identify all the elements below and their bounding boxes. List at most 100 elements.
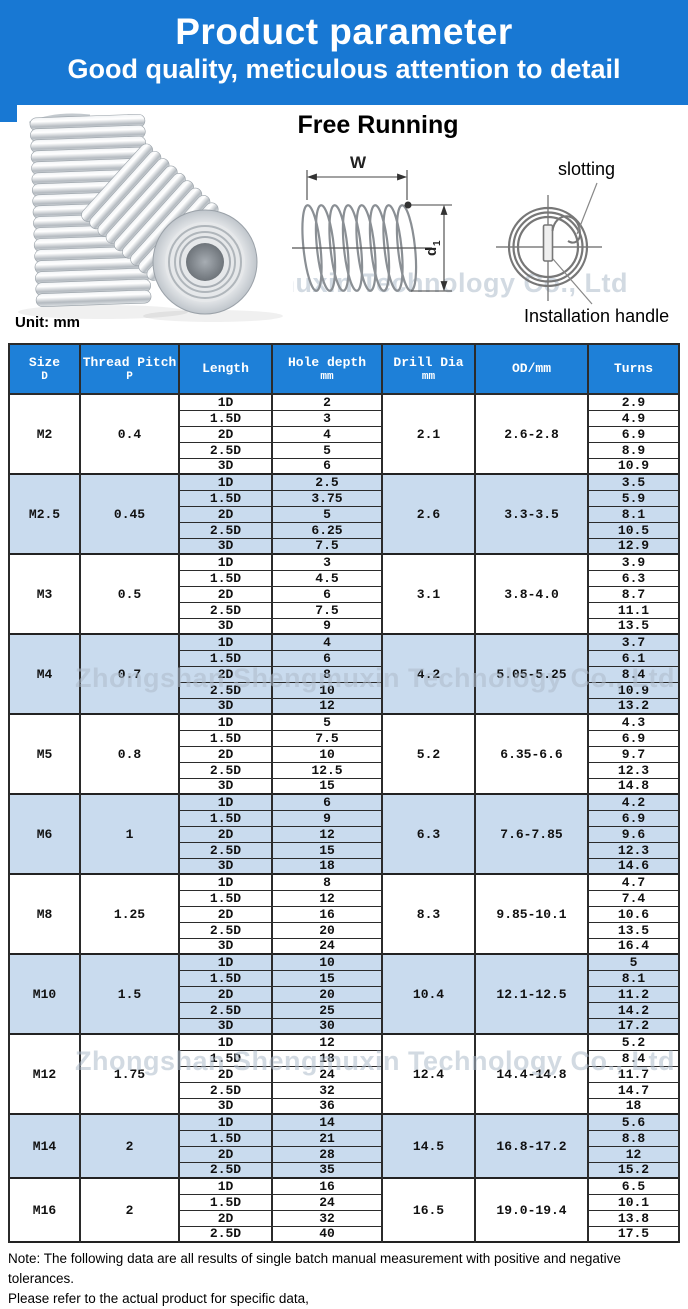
turns-cell: 4.7 bbox=[587, 873, 680, 891]
turns-cell: 6.5 bbox=[587, 1177, 680, 1195]
length-cell: 3D bbox=[178, 1097, 273, 1115]
length-cell: 2.5D bbox=[178, 1161, 273, 1179]
length-cell: 2D bbox=[178, 1145, 273, 1163]
product-photo bbox=[8, 110, 293, 322]
length-cell: 2D bbox=[178, 1065, 273, 1083]
dim-d-subscript: 1 bbox=[432, 240, 443, 246]
hole-depth-cell: 7.5 bbox=[271, 537, 383, 555]
length-cell: 1.5D bbox=[178, 489, 273, 507]
turns-cell: 10.9 bbox=[587, 681, 680, 699]
length-cell: 3D bbox=[178, 457, 273, 475]
turns-cell: 8.1 bbox=[587, 505, 680, 523]
length-cell: 1.5D bbox=[178, 1193, 273, 1211]
col-header-size: Size D bbox=[8, 343, 81, 395]
table-row: 2.5D 5 8.9 bbox=[9, 441, 680, 459]
turns-cell: 16.4 bbox=[587, 937, 680, 955]
turns-cell: 14.8 bbox=[587, 777, 680, 795]
table-row: 2.5D 6.25 10.5 bbox=[9, 521, 680, 539]
hole-depth-cell: 18 bbox=[271, 857, 383, 875]
hole-depth-cell: 5 bbox=[271, 441, 383, 459]
col-header-sub: mm bbox=[320, 371, 334, 383]
drill-dia-cell: 16.5 bbox=[381, 1177, 476, 1243]
length-cell: 2.5D bbox=[178, 521, 273, 539]
hole-depth-cell: 40 bbox=[271, 1225, 383, 1243]
length-cell: 1.5D bbox=[178, 1049, 273, 1067]
length-cell: 1.5D bbox=[178, 729, 273, 747]
pitch-cell: 0.4 bbox=[79, 393, 180, 475]
turns-cell: 17.2 bbox=[587, 1017, 680, 1035]
turns-cell: 4.3 bbox=[587, 713, 680, 731]
hole-depth-cell: 4.5 bbox=[271, 569, 383, 587]
length-cell: 2D bbox=[178, 585, 273, 603]
note-line-1: Note: The following data are all results… bbox=[8, 1251, 621, 1286]
pitch-cell: 1.75 bbox=[79, 1033, 180, 1115]
hole-depth-cell: 20 bbox=[271, 985, 383, 1003]
length-cell: 2D bbox=[178, 425, 273, 443]
length-cell: 1D bbox=[178, 793, 273, 811]
turns-cell: 12.3 bbox=[587, 761, 680, 779]
length-cell: 2D bbox=[178, 1209, 273, 1227]
hole-depth-cell: 20 bbox=[271, 921, 383, 939]
table-row: M5 0.8 1D 5 5.2 6.35-6.6 4.3 bbox=[8, 713, 680, 795]
length-cell: 2.5D bbox=[178, 921, 273, 939]
hole-depth-cell: 24 bbox=[271, 937, 383, 955]
col-header-sub: P bbox=[126, 371, 133, 383]
page-title: Product parameter bbox=[175, 11, 513, 52]
hole-depth-cell: 32 bbox=[271, 1081, 383, 1099]
hole-depth-cell: 12 bbox=[271, 697, 383, 715]
table-row: 2D 6 8.7 bbox=[9, 585, 680, 603]
length-cell: 3D bbox=[178, 537, 273, 555]
table-row: 1.5D 12 7.4 bbox=[9, 889, 680, 907]
length-cell: 2D bbox=[178, 985, 273, 1003]
length-cell: 2.5D bbox=[178, 681, 273, 699]
length-cell: 3D bbox=[178, 937, 273, 955]
table-row: 1.5D 4.5 6.3 bbox=[9, 569, 680, 587]
table-row: 2.5D 25 14.2 bbox=[9, 1001, 680, 1019]
hole-depth-cell: 12 bbox=[271, 1033, 383, 1051]
hole-depth-cell: 25 bbox=[271, 1001, 383, 1019]
turns-cell: 8.9 bbox=[587, 441, 680, 459]
size-cell: M2 bbox=[8, 393, 81, 475]
length-cell: 2.5D bbox=[178, 441, 273, 459]
drill-dia-cell: 12.4 bbox=[381, 1033, 476, 1115]
length-cell: 2D bbox=[178, 665, 273, 683]
turns-cell: 14.7 bbox=[587, 1081, 680, 1099]
hole-depth-cell: 8 bbox=[271, 873, 383, 891]
length-cell: 1D bbox=[178, 1113, 273, 1131]
pitch-cell: 1 bbox=[79, 793, 180, 875]
hole-depth-cell: 10 bbox=[271, 681, 383, 699]
hole-depth-cell: 6 bbox=[271, 585, 383, 603]
table-row: M2.5 0.45 1D 2.5 2.6 3.3-3.5 3.5 bbox=[8, 473, 680, 555]
table-row: 2D 32 13.8 bbox=[9, 1209, 680, 1227]
col-header-turns: Turns bbox=[587, 343, 680, 395]
drill-dia-cell: 14.5 bbox=[381, 1113, 476, 1179]
turns-cell: 8.7 bbox=[587, 585, 680, 603]
hole-depth-cell: 4 bbox=[271, 425, 383, 443]
hole-depth-cell: 6 bbox=[271, 457, 383, 475]
hole-depth-cell: 10 bbox=[271, 745, 383, 763]
size-cell: M6 bbox=[8, 793, 81, 875]
table-row: 2D 12 9.6 bbox=[9, 825, 680, 843]
table-row: 2.5D 10 10.9 bbox=[9, 681, 680, 699]
col-header-label: Turns bbox=[613, 361, 653, 376]
table-row: M8 1.25 1D 8 8.3 9.85-10.1 4.7 bbox=[8, 873, 680, 955]
length-cell: 1D bbox=[178, 393, 273, 411]
od-cell: 7.6-7.85 bbox=[474, 793, 589, 875]
coil-rings bbox=[507, 206, 589, 288]
hole-depth-cell: 12 bbox=[271, 889, 383, 907]
col-header-od: OD/mm bbox=[474, 343, 589, 395]
table-row: 2.5D 7.5 11.1 bbox=[9, 601, 680, 619]
length-cell: 2.5D bbox=[178, 1001, 273, 1019]
pitch-cell: 1.5 bbox=[79, 953, 180, 1035]
drill-dia-cell: 3.1 bbox=[381, 553, 476, 635]
table-row: 1.5D 15 8.1 bbox=[9, 969, 680, 987]
hole-depth-cell: 6.25 bbox=[271, 521, 383, 539]
pitch-cell: 0.8 bbox=[79, 713, 180, 795]
turns-cell: 10.6 bbox=[587, 905, 680, 923]
turns-cell: 9.6 bbox=[587, 825, 680, 843]
pitch-cell: 0.7 bbox=[79, 633, 180, 715]
turns-cell: 9.7 bbox=[587, 745, 680, 763]
dimension-dot bbox=[404, 201, 412, 209]
wire-hook bbox=[551, 215, 582, 244]
hole-depth-cell: 4 bbox=[271, 633, 383, 651]
